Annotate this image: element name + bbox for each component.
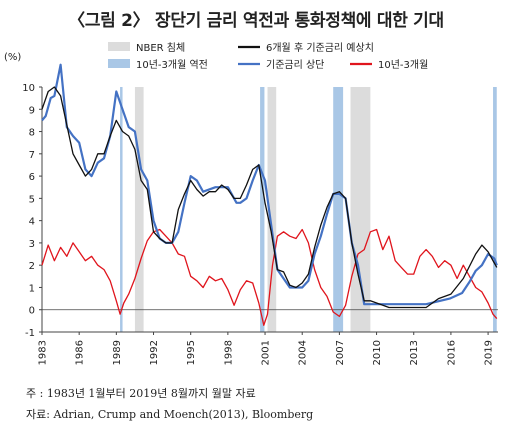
x-tick-label-2004: 2004 [298, 340, 309, 365]
legend-label-1: 10년-3개월 역전 [136, 59, 208, 71]
y-tick-label-4: 4 [29, 217, 35, 228]
y-tick-label--1: -1 [25, 328, 35, 339]
x-tick-label-1989: 1989 [112, 340, 123, 365]
legend-swatch-0 [108, 42, 130, 51]
x-tick-label-2010: 2010 [372, 340, 383, 365]
inversion-band-1 [260, 87, 265, 332]
series-line-0 [41, 86, 498, 309]
x-tick-label-2013: 2013 [409, 340, 420, 365]
recession-band-2 [350, 87, 371, 332]
chart-note: 주 : 1983년 1월부터 2019년 8월까지 월말 자료 [26, 387, 256, 400]
y-tick-label-8: 8 [29, 128, 35, 139]
y-tick-label-1: 1 [29, 283, 35, 294]
y-tick-label-0: 0 [29, 306, 35, 317]
x-tick-label-2001: 2001 [261, 340, 272, 365]
y-tick-label-6: 6 [29, 172, 35, 183]
series-line-2 [41, 228, 498, 326]
x-tick-label-1995: 1995 [186, 340, 197, 365]
y-tick-label-2: 2 [29, 261, 35, 272]
chart-source: 자료: Adrian, Crump and Moench(2013), Bloo… [26, 408, 314, 421]
legend-label-0: NBER 침체 [136, 42, 185, 54]
legend-label-4: 10년-3개월 [378, 59, 428, 71]
x-tick-label-1986: 1986 [75, 340, 86, 365]
x-tick-label-2016: 2016 [446, 340, 457, 365]
series-line-1 [41, 63, 498, 306]
recession-band-0 [134, 87, 144, 332]
inversion-band-0 [120, 87, 123, 332]
line-chart: -1 0 1 2 3 4 5 6 7 8 9 10 1983 1986 1989 1992 1995 1998 20… [4, 42, 498, 365]
series-lines [41, 63, 498, 326]
legend-label-3: 기준금리 상단 [266, 59, 324, 71]
x-tick-label-1983: 1983 [38, 340, 49, 365]
axes: -1 0 1 2 3 4 5 6 7 8 9 10 1983 1986 1989 1992 1995 1998 20… [22, 83, 498, 365]
legend-swatch-1 [108, 59, 130, 68]
y-tick-label-10: 10 [22, 83, 35, 94]
y-axis-label: (%) [4, 52, 21, 63]
x-tick-label-2007: 2007 [335, 340, 346, 365]
y-tick-label-3: 3 [29, 239, 35, 250]
legend-label-2: 6개월 후 기준금리 예상치 [266, 42, 374, 54]
y-tick-label-9: 9 [29, 105, 35, 116]
recession-band-1 [267, 87, 277, 332]
x-tick-label-2019: 2019 [484, 340, 495, 365]
x-tick-label-1992: 1992 [149, 340, 160, 365]
y-tick-label-5: 5 [29, 194, 35, 205]
y-tick-label-7: 7 [29, 150, 35, 161]
inversion-band-2 [333, 87, 344, 332]
chart-title: 〈그림 2〉 장단기 금리 역전과 통화정책에 대한 기대 [68, 11, 444, 31]
x-tick-label-1998: 1998 [223, 340, 234, 365]
shaded-bands [120, 87, 497, 332]
inversion-band-3 [493, 87, 497, 332]
